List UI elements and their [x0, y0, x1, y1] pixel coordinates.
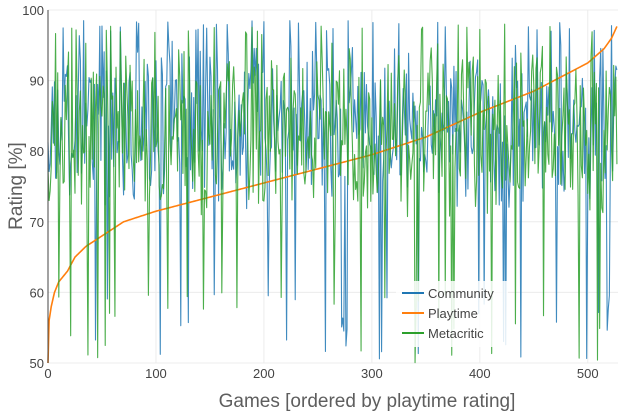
y-tick-label: 50 — [30, 356, 44, 371]
x-tick-label: 400 — [469, 366, 491, 381]
x-tick-label: 200 — [253, 366, 275, 381]
y-tick-label: 100 — [22, 3, 44, 18]
x-tick-label: 300 — [361, 366, 383, 381]
legend-label-metacritic: Metacritic — [428, 326, 484, 341]
y-axis-title: Rating [%] — [6, 142, 27, 230]
series-layer — [47, 20, 618, 364]
series-metacritic-line — [47, 23, 618, 364]
y-tick-label: 60 — [30, 285, 44, 300]
x-tick-label: 0 — [44, 366, 51, 381]
y-tick-label: 90 — [30, 74, 44, 89]
axes: 50 60 70 80 90 100 0 100 200 300 400 500 — [22, 3, 598, 381]
x-axis-title: Games [ordered by playtime rating] — [219, 391, 516, 412]
x-tick-label: 100 — [145, 366, 167, 381]
y-tick-label: 80 — [30, 144, 44, 159]
x-tick-label: 500 — [577, 366, 599, 381]
y-tick-label: 70 — [30, 215, 44, 230]
legend-label-community: Community — [428, 286, 494, 301]
legend-label-playtime: Playtime — [428, 306, 478, 321]
legend: Community Playtime Metacritic — [396, 281, 508, 347]
